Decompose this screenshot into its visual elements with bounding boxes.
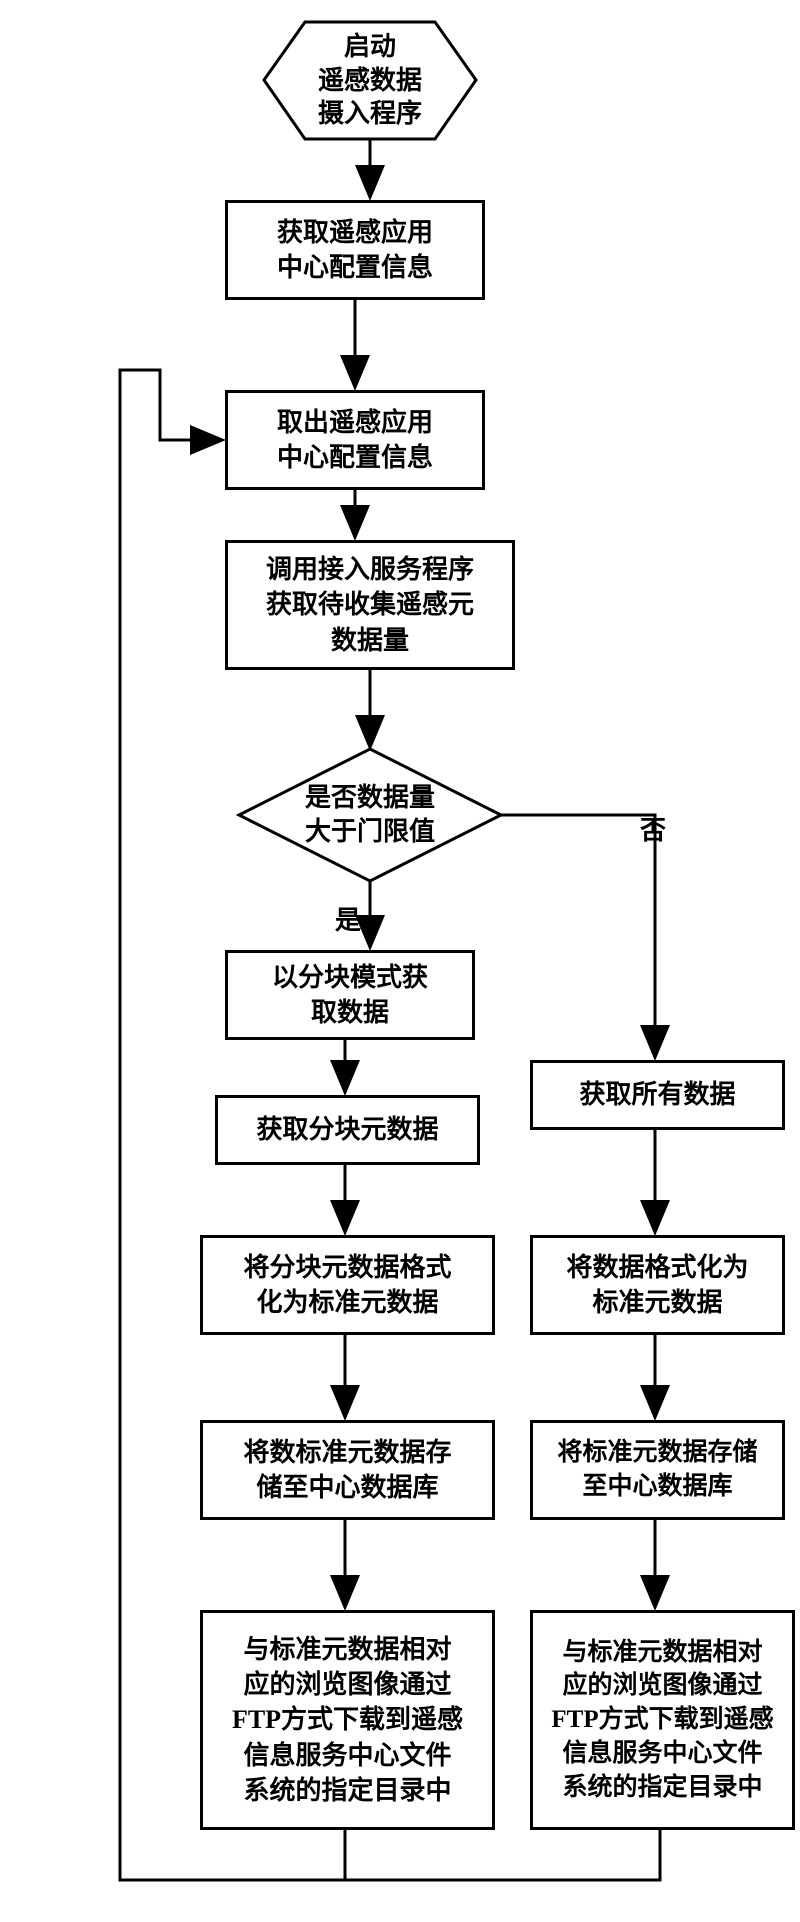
node-block-mode: 以分块模式获取数据 bbox=[225, 950, 475, 1040]
node-text: 将分块元数据格式化为标准元数据 bbox=[243, 1250, 451, 1320]
node-call-service: 调用接入服务程序获取待收集遥感元数据量 bbox=[225, 540, 515, 670]
node-get-config: 获取遥感应用中心配置信息 bbox=[225, 200, 485, 300]
node-text: 以分块模式获取数据 bbox=[272, 960, 428, 1030]
node-format-all: 将数据格式化为标准元数据 bbox=[530, 1235, 785, 1335]
node-store-all: 将标准元数据存储至中心数据库 bbox=[530, 1420, 785, 1520]
label-no: 否 bbox=[640, 810, 666, 847]
node-text: 获取遥感应用中心配置信息 bbox=[277, 215, 433, 285]
node-text: 获取分块元数据 bbox=[256, 1112, 438, 1147]
node-text: 将标准元数据存储至中心数据库 bbox=[557, 1436, 757, 1504]
node-get-all: 获取所有数据 bbox=[530, 1060, 785, 1130]
node-text: 调用接入服务程序获取待收集遥感元数据量 bbox=[266, 552, 474, 657]
start-node-text: 启动遥感数据摄入程序 bbox=[318, 30, 422, 131]
node-format-block: 将分块元数据格式化为标准元数据 bbox=[200, 1235, 495, 1335]
node-text: 与标准元数据相对应的浏览图像通过FTP方式下载到遥感信息服务中心文件系统的指定目… bbox=[551, 1636, 773, 1805]
node-ftp-left: 与标准元数据相对应的浏览图像通过FTP方式下载到遥感信息服务中心文件系统的指定目… bbox=[200, 1610, 495, 1830]
start-node: 启动遥感数据摄入程序 bbox=[260, 18, 480, 143]
node-text: 获取所有数据 bbox=[579, 1077, 735, 1112]
node-text: 将数据格式化为标准元数据 bbox=[566, 1250, 748, 1320]
decision-node: 是否数据量大于门限值 bbox=[235, 745, 505, 885]
label-yes: 是 bbox=[335, 900, 361, 937]
node-store-block: 将数标准元数据存储至中心数据库 bbox=[200, 1420, 495, 1520]
node-take-config: 取出遥感应用中心配置信息 bbox=[225, 390, 485, 490]
flowchart-container: 启动遥感数据摄入程序 获取遥感应用中心配置信息 取出遥感应用中心配置信息 调用接… bbox=[0, 0, 800, 1922]
node-get-block-meta: 获取分块元数据 bbox=[215, 1095, 480, 1165]
node-text: 将数标准元数据存储至中心数据库 bbox=[243, 1435, 451, 1505]
node-text: 与标准元数据相对应的浏览图像通过FTP方式下载到遥感信息服务中心文件系统的指定目… bbox=[232, 1632, 463, 1807]
decision-text: 是否数据量大于门限值 bbox=[305, 781, 435, 849]
node-ftp-right: 与标准元数据相对应的浏览图像通过FTP方式下载到遥感信息服务中心文件系统的指定目… bbox=[530, 1610, 795, 1830]
node-text: 取出遥感应用中心配置信息 bbox=[277, 405, 433, 475]
